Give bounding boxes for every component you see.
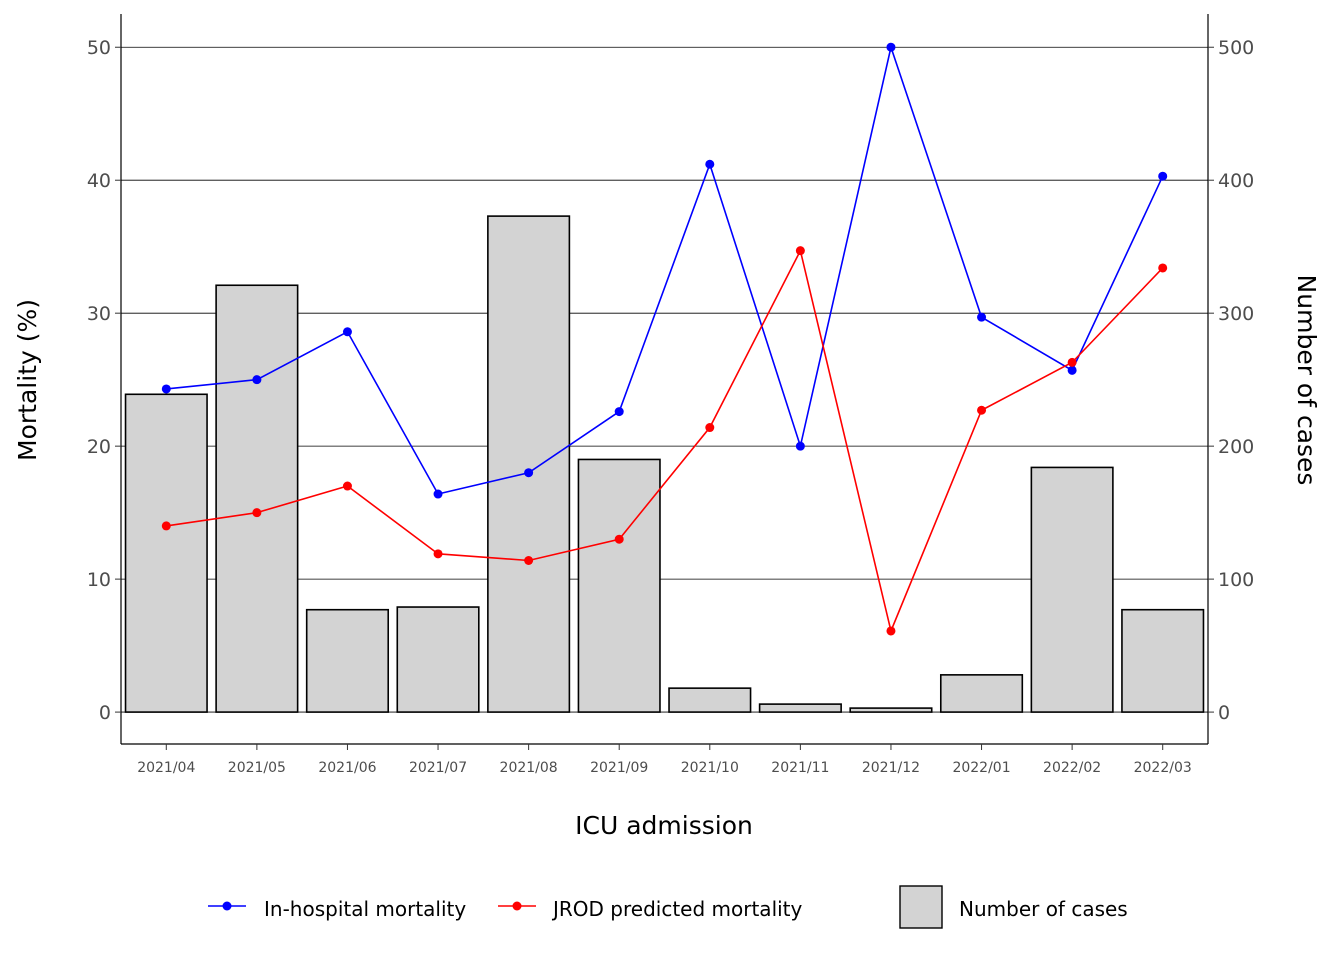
series-1-point-2021-06 — [342, 481, 352, 491]
line-series — [161, 42, 1168, 636]
gridlines — [121, 46, 1208, 713]
bar-2021-08 — [487, 215, 571, 713]
legend-key-point-blue — [222, 901, 232, 911]
series-0-point-2022-02 — [1067, 365, 1077, 375]
x-axis-title: ICU admission — [575, 811, 753, 840]
x-tick-label: 2021/04 — [137, 760, 195, 776]
series-1-point-2021-07 — [433, 549, 443, 559]
bar-2021-09 — [577, 458, 661, 713]
series-0-point-2021-06 — [342, 327, 352, 337]
legend-item-jrod-predicted-mortality: JROD predicted mortality — [498, 897, 803, 921]
legend-key-bar — [899, 885, 943, 929]
bar-2021-10 — [668, 687, 752, 713]
y-tick-label: 20 — [87, 436, 111, 458]
left-axis-ticks: 0 10 20 30 40 50 — [87, 37, 121, 724]
x-tick-label: 2021/07 — [409, 760, 467, 776]
bar-2021-07 — [396, 606, 480, 713]
series-1-point-2021-10 — [705, 423, 715, 433]
y2-tick-label: 0 — [1218, 702, 1230, 724]
series-0-point-2021-05 — [252, 375, 262, 385]
x-tick-label: 2021/12 — [862, 760, 920, 776]
series-0-point-2022-01 — [977, 312, 987, 322]
series-0-point-2021-11 — [795, 441, 805, 451]
y-tick-label: 0 — [99, 702, 111, 724]
legend-label-jrod-predicted-mortality: JROD predicted mortality — [551, 897, 803, 921]
series-line-1 — [166, 248, 1164, 634]
series-1-point-2022-01 — [977, 405, 987, 415]
x-tick-label: 2022/01 — [952, 760, 1010, 776]
bar-2021-05 — [215, 284, 299, 713]
bar-2021-04 — [124, 393, 208, 713]
y-tick-label: 30 — [87, 303, 111, 325]
bar-2022-01 — [939, 674, 1024, 713]
bars-number-of-cases — [124, 215, 1205, 713]
series-1-point-2021-11 — [795, 246, 805, 256]
legend: In-hospital mortality JROD predicted mor… — [208, 885, 1128, 929]
y2-axis-title: Number of cases — [1292, 275, 1321, 486]
series-1-point-2021-12 — [886, 626, 896, 636]
y-axis-title: Mortality (%) — [13, 299, 42, 461]
series-0-point-2021-08 — [524, 468, 534, 478]
bar-2021-06 — [305, 608, 390, 713]
bar-2021-11 — [758, 703, 842, 713]
y-tick-label: 50 — [87, 37, 111, 59]
series-0-point-2021-12 — [886, 42, 896, 52]
legend-label-number-of-cases: Number of cases — [959, 897, 1128, 921]
series-1-point-2021-09 — [614, 534, 624, 544]
x-tick-label: 2021/08 — [500, 760, 558, 776]
x-axis-ticks: 2021/04 2021/05 2021/06 2021/07 2021/08 2021/… — [137, 744, 1192, 776]
bar-2021-12 — [849, 707, 933, 713]
series-0-point-2022-03 — [1158, 171, 1168, 181]
series-0-point-2021-10 — [705, 159, 715, 169]
right-axis-ticks: 0 100 200 300 400 500 — [1208, 37, 1254, 724]
series-0-point-2021-07 — [433, 489, 443, 499]
axes — [120, 14, 1209, 745]
y-tick-label: 10 — [87, 569, 111, 591]
series-line-0 — [166, 44, 1164, 495]
legend-item-number-of-cases: Number of cases — [899, 885, 1128, 929]
x-tick-label: 2021/05 — [228, 760, 286, 776]
x-tick-label: 2022/02 — [1043, 760, 1101, 776]
y2-tick-label: 200 — [1218, 436, 1254, 458]
x-tick-label: 2021/09 — [590, 760, 648, 776]
bar-2022-02 — [1030, 466, 1114, 713]
series-1-point-2021-08 — [524, 556, 534, 566]
y2-tick-label: 500 — [1218, 37, 1254, 59]
y2-tick-label: 100 — [1218, 569, 1254, 591]
y2-tick-label: 300 — [1218, 303, 1254, 325]
series-0-point-2021-04 — [161, 384, 171, 394]
legend-label-in-hospital-mortality: In-hospital mortality — [264, 897, 466, 921]
x-tick-label: 2021/06 — [318, 760, 376, 776]
legend-key-point-red — [512, 901, 522, 911]
legend-item-in-hospital-mortality: In-hospital mortality — [208, 897, 466, 921]
series-1-point-2022-02 — [1067, 357, 1077, 367]
series-1-point-2021-04 — [161, 521, 171, 531]
series-1-point-2022-03 — [1158, 263, 1168, 273]
y2-tick-label: 400 — [1218, 170, 1254, 192]
bar-2022-03 — [1121, 608, 1205, 713]
series-1-point-2021-05 — [252, 508, 262, 518]
x-tick-label: 2021/11 — [771, 760, 829, 776]
y-tick-label: 40 — [87, 170, 111, 192]
x-tick-label: 2021/10 — [681, 760, 739, 776]
x-tick-label: 2022/03 — [1134, 760, 1192, 776]
series-0-point-2021-09 — [614, 407, 624, 417]
